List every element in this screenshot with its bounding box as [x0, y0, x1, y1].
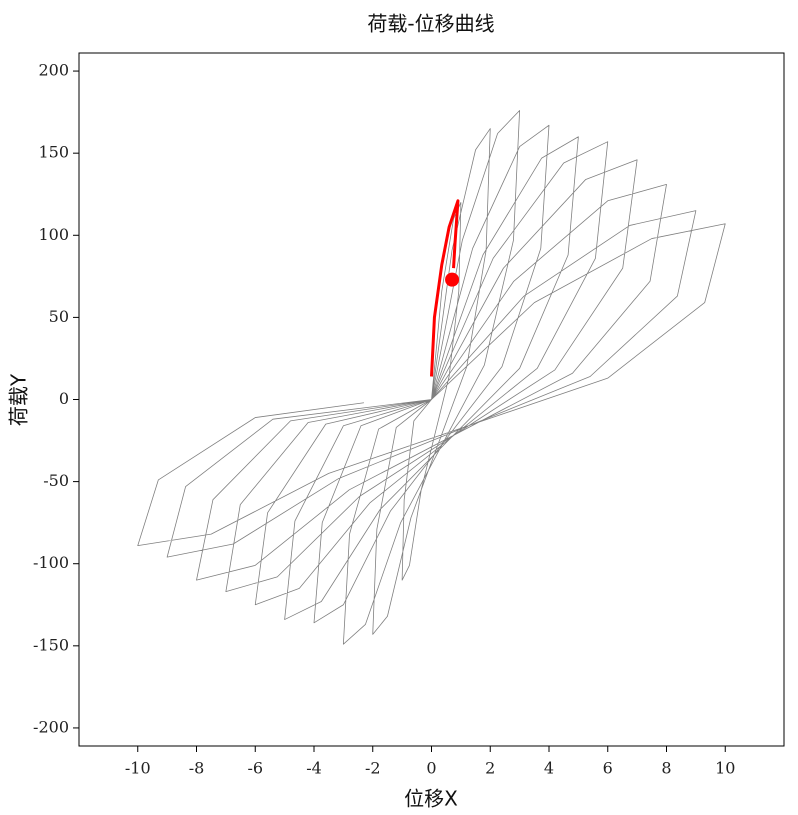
x-tick-label: -4 [306, 759, 322, 778]
y-tick-label: 0 [59, 389, 69, 408]
y-tick-label: 100 [38, 225, 69, 244]
x-tick-label: 10 [715, 759, 735, 778]
y-tick-label: -100 [33, 553, 69, 572]
y-tick-label: -200 [33, 717, 69, 736]
y-axis-label: 荷载Y [7, 373, 31, 426]
x-tick-label: 8 [661, 759, 671, 778]
series-line [430, 199, 460, 377]
y-tick-label: 50 [49, 307, 69, 326]
x-tick-label: 2 [485, 759, 495, 778]
x-tick-label: 0 [426, 759, 436, 778]
y-tick-label: -150 [33, 635, 69, 654]
x-tick-label: -2 [365, 759, 381, 778]
series-line [137, 110, 726, 645]
current-point [445, 272, 460, 287]
y-tick-label: -50 [43, 471, 69, 490]
x-tick-label: -6 [247, 759, 263, 778]
x-tick-label: 6 [603, 759, 613, 778]
x-tick-label: -10 [125, 759, 151, 778]
x-tick-label: 4 [544, 759, 554, 778]
y-tick-label: 150 [38, 143, 69, 162]
x-axis-label: 位移X [404, 787, 458, 811]
y-tick-label: 200 [38, 61, 69, 80]
chart-title: 荷载-位移曲线 [367, 12, 494, 36]
x-tick-label: -8 [189, 759, 205, 778]
